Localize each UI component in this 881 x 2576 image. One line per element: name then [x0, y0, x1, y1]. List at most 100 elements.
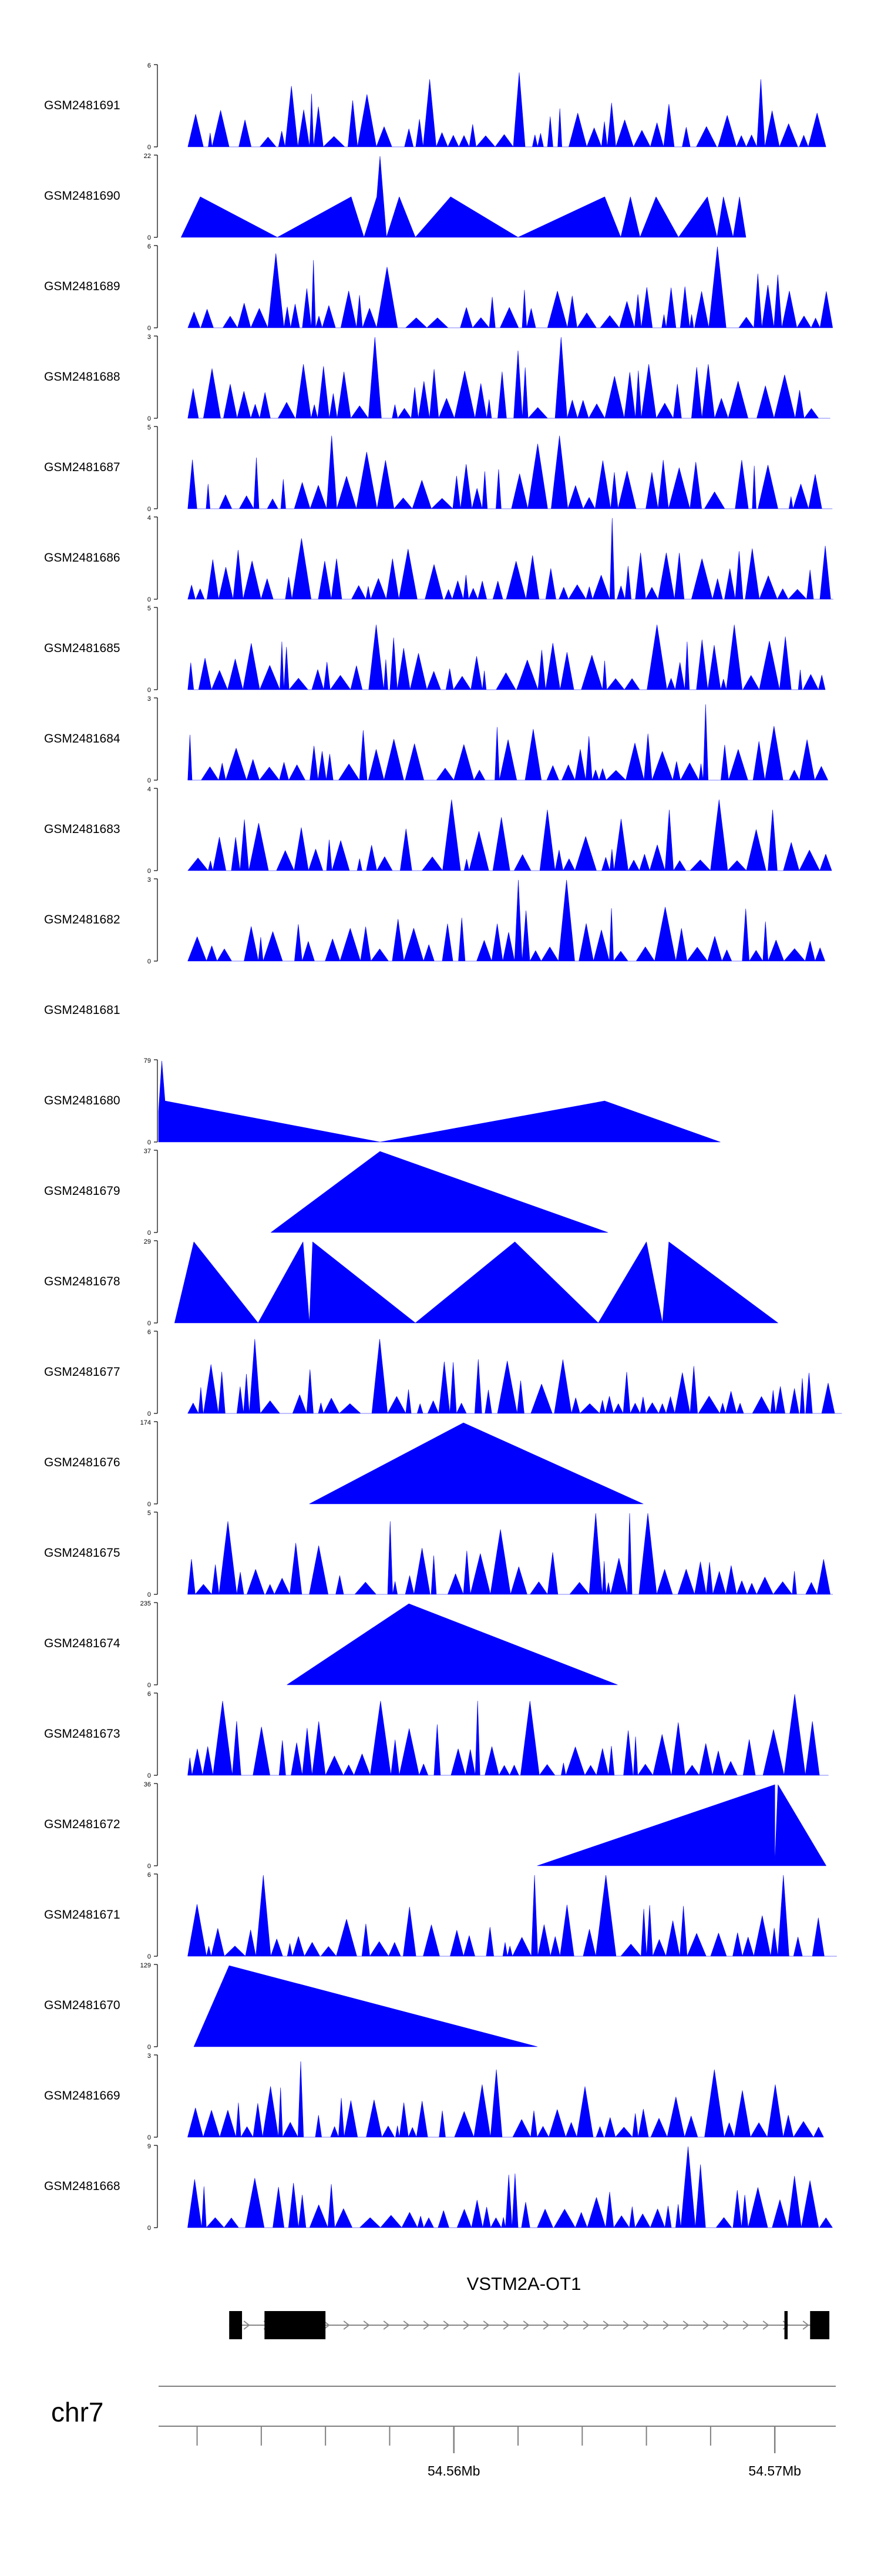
- track-GSM2481669: GSM2481669 3 0: [44, 2053, 824, 2141]
- strand-arrow: [323, 2320, 330, 2330]
- strand-arrow: [523, 2320, 530, 2330]
- y-axis-max-label: 3: [147, 334, 151, 341]
- y-axis-min-label: 0: [147, 1139, 151, 1146]
- gene-exon: [264, 2311, 326, 2339]
- y-axis-max-label: 4: [147, 515, 151, 522]
- y-axis-min-label: 0: [147, 1320, 151, 1327]
- track-label: GSM2481676: [44, 1456, 120, 1469]
- track-GSM2481682: GSM2481682 3 0: [44, 876, 825, 965]
- y-axis-min-label: 0: [147, 1682, 151, 1689]
- track-label: GSM2481677: [44, 1365, 120, 1379]
- y-axis-max-label: 36: [144, 1781, 151, 1788]
- coverage-area: [187, 246, 833, 328]
- coverage-area: [187, 72, 826, 147]
- coverage-area: [187, 624, 826, 690]
- y-axis-min-label: 0: [147, 1230, 151, 1237]
- y-axis-min-label: 0: [147, 1863, 151, 1870]
- y-axis-min-label: 0: [147, 687, 151, 694]
- track-label: GSM2481686: [44, 551, 120, 565]
- y-axis-max-label: 6: [147, 1691, 151, 1698]
- coverage-area: [158, 1060, 721, 1143]
- y-axis-max-label: 5: [147, 424, 151, 431]
- strand-arrow: [722, 2320, 729, 2330]
- strand-arrow: [802, 2320, 809, 2330]
- coverage-area: [287, 1603, 618, 1685]
- chromosome-label: chr7: [51, 2397, 103, 2427]
- track-GSM2481683: GSM2481683 4 0: [44, 786, 832, 875]
- y-axis-min-label: 0: [147, 777, 151, 784]
- coverage-area: [187, 800, 832, 871]
- gene-label: VSTM2A-OT1: [467, 2273, 581, 2294]
- gene-exon: [229, 2311, 243, 2339]
- track-label: GSM2481670: [44, 1999, 120, 2012]
- axis-tick-label: 54.56Mb: [428, 2463, 480, 2478]
- coverage-area: [187, 1513, 833, 1595]
- strand-arrow: [682, 2320, 690, 2330]
- track-label: GSM2481688: [44, 370, 120, 384]
- track-label: GSM2481687: [44, 461, 120, 474]
- strand-arrow: [243, 2320, 250, 2330]
- y-axis-min-label: 0: [147, 415, 151, 422]
- coverage-area: [187, 704, 828, 781]
- y-axis-max-label: 3: [147, 696, 151, 703]
- y-axis-max-label: 235: [140, 1600, 151, 1607]
- track-GSM2481676: GSM2481676 174 0: [44, 1419, 644, 1508]
- track-label: GSM2481690: [44, 189, 120, 203]
- coverage-area: [187, 2061, 824, 2138]
- track-label: GSM2481675: [44, 1546, 120, 1560]
- y-axis-min-label: 0: [147, 325, 151, 332]
- track-label: GSM2481689: [44, 280, 120, 293]
- y-axis-min-label: 0: [147, 2225, 151, 2232]
- axis-tick-label: 54.57Mb: [748, 2463, 801, 2478]
- track-label: GSM2481684: [44, 732, 120, 745]
- y-axis-min-label: 0: [147, 1591, 151, 1598]
- coverage-area: [174, 1241, 778, 1324]
- coverage-area: [187, 1694, 829, 1776]
- track-label: GSM2481683: [44, 822, 120, 836]
- coverage-area: [537, 1784, 826, 1866]
- strand-arrow: [762, 2320, 769, 2330]
- y-axis-min-label: 0: [147, 2044, 151, 2051]
- y-axis-max-label: 6: [147, 1329, 151, 1336]
- track-GSM2481687: GSM2481687 5 0: [44, 424, 833, 513]
- strand-arrow: [483, 2320, 490, 2330]
- strand-arrow: [742, 2320, 749, 2330]
- strand-arrow: [543, 2320, 550, 2330]
- strand-arrow: [363, 2320, 370, 2330]
- y-axis-min-label: 0: [147, 1953, 151, 1960]
- y-axis-max-label: 3: [147, 2053, 151, 2060]
- y-axis-max-label: 79: [144, 1057, 151, 1064]
- strand-arrow: [343, 2320, 350, 2330]
- y-axis-max-label: 5: [147, 605, 151, 612]
- track-GSM2481668: GSM2481668 9 0: [44, 2143, 833, 2232]
- track-GSM2481673: GSM2481673 6 0: [44, 1691, 829, 1779]
- strand-arrow: [403, 2320, 410, 2330]
- coverage-area: [187, 2146, 833, 2228]
- gene-strand-arrows: [243, 2320, 809, 2330]
- strand-arrow: [702, 2320, 709, 2330]
- strand-arrow: [583, 2320, 590, 2330]
- y-axis-min-label: 0: [147, 868, 151, 875]
- track-GSM2481690: GSM2481690 22 0: [44, 153, 747, 241]
- genome-axis: chr7 54.56Mb 54.57Mb: [51, 2386, 836, 2478]
- strand-arrow: [423, 2320, 430, 2330]
- strand-arrow: [563, 2320, 570, 2330]
- track-GSM2481671: GSM2481671 6 0: [44, 1872, 837, 1960]
- y-axis-max-label: 3: [147, 876, 151, 884]
- y-axis-max-label: 6: [147, 62, 151, 69]
- strand-arrow: [443, 2320, 450, 2330]
- coverage-area: [193, 1965, 538, 2047]
- track-GSM2481688: GSM2481688 3 0: [44, 334, 830, 422]
- track-GSM2481670: GSM2481670 129 0: [44, 1962, 538, 2051]
- track-GSM2481674: GSM2481674 235 0: [44, 1600, 618, 1689]
- track-label: GSM2481673: [44, 1727, 120, 1741]
- track-label: GSM2481681: [44, 1003, 120, 1017]
- strand-arrow: [503, 2320, 510, 2330]
- track-GSM2481691: GSM2481691 6 0: [44, 62, 826, 151]
- y-axis-min-label: 0: [147, 144, 151, 151]
- strand-arrow: [663, 2320, 670, 2330]
- y-axis-min-label: 0: [147, 234, 151, 241]
- y-axis-max-label: 37: [144, 1148, 151, 1155]
- coverage-area: [187, 879, 825, 962]
